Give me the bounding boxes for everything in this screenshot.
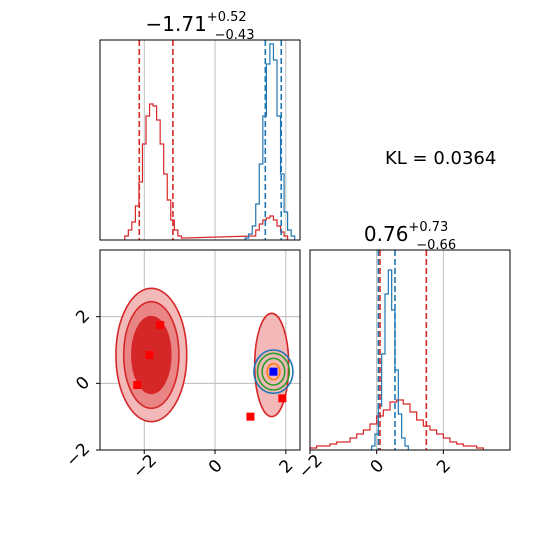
contour-level-4 — [253, 349, 294, 395]
marker-point-2 — [133, 381, 142, 389]
tick-label-y-joint-0: −2 — [62, 439, 94, 471]
title-param-2-median: 0.76 — [364, 222, 409, 246]
marginal-histogram-param-1 — [99, 39, 301, 241]
marker-point-4 — [278, 394, 287, 403]
marginal-param-2-frame — [309, 249, 511, 451]
tick-label-y-joint-1: 0 — [72, 373, 94, 395]
marker-point-3 — [246, 412, 255, 421]
contour-level-5 — [256, 352, 291, 391]
title-param-2-minus: −0.66 — [416, 238, 456, 253]
joint-contours: −2 0 2 −2 0 2 — [62, 249, 301, 483]
marker-point-0 — [156, 321, 165, 329]
joint-frame — [99, 249, 301, 451]
marker-point-1 — [145, 351, 154, 359]
histogram-series-param-2-0 — [309, 399, 484, 450]
tick-label-x-joint-0: −2 — [129, 451, 161, 483]
tick-label-x-param-2-0: −2 — [295, 451, 327, 483]
marginal-histogram-param-2: −2 0 2 — [295, 249, 511, 483]
title-param-1-plus: +0.52 — [207, 10, 247, 25]
marker-point-5 — [269, 367, 278, 376]
tick-label-x-joint-2: 2 — [276, 456, 298, 478]
marginal-panel-param-2: −2 0 2 0.76+0.73 −0.66 — [295, 220, 511, 483]
joint-panel: −2 0 2 −2 0 2 — [62, 249, 301, 483]
title-param-2-plus: +0.73 — [408, 220, 448, 235]
tick-label-x-param-2-1: 0 — [366, 456, 388, 478]
contour-level-7 — [266, 362, 281, 381]
title-param-1: −1.71+0.52 −0.43 — [146, 10, 255, 43]
title-param-1-median: −1.71 — [146, 12, 207, 36]
tick-label-x-joint-1: 0 — [205, 456, 227, 478]
contour-level-6 — [261, 357, 286, 386]
marginal-panel-param-1: −1.71+0.52 −0.43 — [99, 10, 301, 241]
histogram-series-param-1-1 — [244, 43, 296, 240]
title-param-1-minus: −0.43 — [215, 28, 255, 43]
title-param-2: 0.76+0.73 −0.66 — [364, 220, 456, 253]
tick-label-y-joint-2: 2 — [72, 306, 94, 328]
kl-annotation: KL = 0.0364 — [385, 148, 496, 169]
tick-label-x-param-2-2: 2 — [433, 456, 455, 478]
marginal-param-1-frame — [99, 39, 301, 241]
